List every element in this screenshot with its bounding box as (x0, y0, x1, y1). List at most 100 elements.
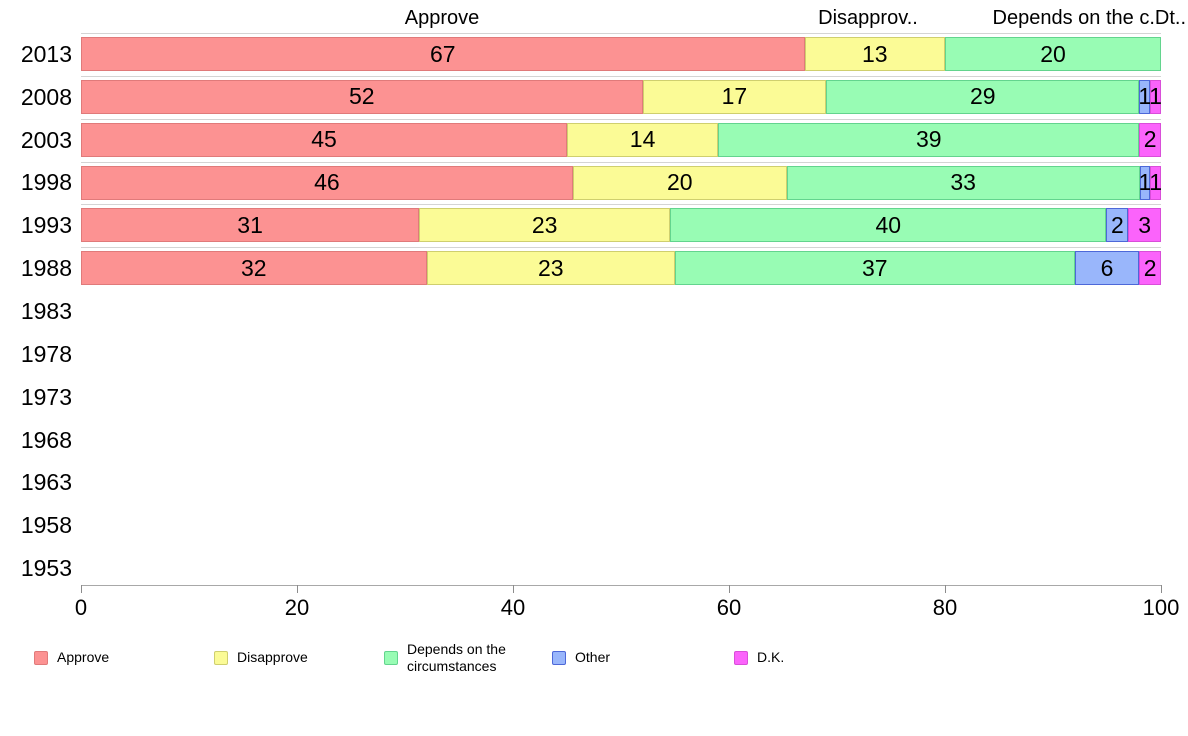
legend-label: Disapprove (237, 649, 308, 666)
x-axis-tick (297, 585, 298, 593)
row-separator (81, 161, 1161, 163)
bar-row: 67 13 20 (81, 37, 1161, 71)
row-separator (81, 204, 1161, 206)
segment-value-label: 33 (950, 169, 976, 196)
bar-segment-depends-on-the-circumstances[interactable]: 39 (718, 122, 1140, 157)
bar-segment-approve[interactable]: 67 (81, 37, 805, 71)
y-axis-label: 1958 (20, 512, 72, 539)
row-separator (81, 118, 1161, 120)
segment-value-label: 23 (537, 254, 564, 281)
bar-row: 31 23 40 2 3 (81, 208, 1161, 243)
x-axis-tick (945, 585, 946, 593)
legend-swatch-d-k (734, 651, 748, 665)
bar-row: 45 14 39 2 (81, 122, 1161, 157)
bar-segment-depends-on-the-circumstances[interactable]: 29 (826, 79, 1140, 114)
bar-segment-approve[interactable]: 46 (81, 165, 573, 200)
legend-item-other[interactable]: Other (552, 639, 610, 677)
x-axis-tick (81, 585, 82, 593)
legend-label: D.K. (757, 649, 785, 666)
segment-value-label: 46 (314, 169, 340, 196)
bar-segment-depends-on-the-circumstances[interactable]: 37 (674, 251, 1075, 286)
x-axis-line (81, 585, 1161, 586)
bar-segment-depends-on-the-circumstances[interactable]: 40 (670, 208, 1107, 243)
y-axis-label: 1998 (20, 169, 72, 196)
bar-segment-depends-on-the-circumstances[interactable]: 20 (944, 37, 1161, 71)
segment-value-label: 6 (1100, 254, 1114, 281)
x-axis-tick-label: 60 (716, 595, 742, 620)
bar-segment-disapprove[interactable]: 23 (419, 208, 671, 243)
segment-value-label: 13 (861, 40, 888, 67)
legend-label: Depends on the circumstances (407, 640, 506, 675)
bar-segment-disapprove[interactable]: 23 (426, 251, 675, 286)
segment-value-label: 1 (1138, 169, 1152, 196)
x-axis-tick (1161, 585, 1162, 593)
bar-segment-disapprove[interactable]: 20 (572, 165, 787, 200)
y-axis-label: 1953 (20, 555, 72, 582)
legend-item-disapprove[interactable]: Disapprove (214, 639, 308, 677)
y-axis-label: 1963 (20, 469, 72, 496)
bar-segment-other[interactable]: 1 (1138, 165, 1152, 200)
bar-segment-approve[interactable]: 45 (81, 122, 567, 157)
segment-value-label: 14 (629, 126, 656, 153)
bar-segment-disapprove[interactable]: 17 (642, 79, 827, 114)
column-header-approve: Approve (404, 7, 480, 29)
bar-segment-d-k[interactable]: 2 (1139, 251, 1161, 286)
legend-swatch-disapprove (214, 651, 228, 665)
legend-item-approve[interactable]: Approve (34, 639, 109, 677)
x-axis-tick-label: 0 (74, 595, 88, 620)
row-separator (81, 247, 1161, 249)
row-separator (81, 75, 1161, 77)
y-axis-label: 1983 (20, 298, 72, 325)
bar-row: 52 17 29 1 1 (81, 79, 1162, 114)
segment-value-label: 3 (1138, 211, 1151, 238)
segment-value-label: 37 (861, 254, 888, 281)
column-header-depends-on-the-c-dt: Depends on the c.Dt.. (992, 7, 1186, 29)
bar-segment-d-k[interactable]: 1 (1149, 165, 1162, 200)
x-axis-tick (513, 585, 514, 593)
bar-segment-other[interactable]: 2 (1106, 208, 1129, 243)
bar-segment-approve[interactable]: 31 (81, 208, 420, 243)
segment-value-label: 17 (721, 83, 748, 110)
x-axis-tick-label: 20 (284, 595, 310, 620)
segment-value-label: 67 (430, 40, 456, 67)
legend-label: Other (575, 649, 611, 666)
segment-value-label: 45 (311, 126, 337, 153)
segment-value-label: 1 (1149, 83, 1162, 110)
segment-value-label: 52 (349, 83, 375, 110)
bar-segment-approve[interactable]: 52 (81, 79, 643, 114)
legend-item-depends-on-the-circumstances[interactable]: Depends on the circumstances (384, 639, 535, 677)
x-axis-tick-label: 100 (1142, 595, 1180, 620)
bar-segment-disapprove[interactable]: 14 (567, 122, 719, 157)
segment-value-label: 2 (1143, 126, 1157, 153)
y-axis-label: 1973 (20, 383, 72, 410)
segment-value-label: 1 (1138, 83, 1152, 110)
bar-segment-d-k[interactable]: 2 (1139, 122, 1161, 157)
legend-item-d-k[interactable]: D.K. (734, 639, 784, 677)
bar-segment-disapprove[interactable]: 13 (804, 37, 945, 71)
y-axis-label: 1988 (20, 255, 72, 282)
segment-value-label: 39 (915, 126, 942, 153)
bar-segment-other[interactable]: 1 (1138, 79, 1152, 114)
legend-swatch-approve (34, 651, 48, 665)
segment-value-label: 31 (237, 211, 263, 238)
y-axis-label: 2008 (20, 83, 72, 110)
legend-swatch-depends-on-the-circumstances (384, 651, 398, 665)
bar-segment-other[interactable]: 6 (1074, 251, 1140, 286)
bar-row: 32 23 37 6 2 (81, 251, 1161, 286)
x-axis-tick-label: 40 (500, 595, 526, 620)
y-axis-label: 1978 (20, 340, 72, 367)
column-header-disapprov: Disapprov.. (818, 7, 918, 29)
row-separator (81, 33, 1161, 34)
bar-segment-d-k[interactable]: 3 (1128, 208, 1161, 243)
bar-segment-depends-on-the-circumstances[interactable]: 33 (786, 165, 1140, 200)
bar-segment-d-k[interactable]: 1 (1149, 79, 1162, 114)
segment-value-label: 29 (969, 83, 996, 110)
segment-value-label: 2 (1143, 254, 1157, 281)
bar-segment-approve[interactable]: 32 (81, 251, 427, 286)
x-axis-tick (729, 585, 730, 593)
bar-row: 46 20 33 1 1 (81, 165, 1162, 200)
y-axis-label: 1993 (20, 212, 72, 239)
segment-value-label: 40 (875, 211, 902, 238)
y-axis-label: 2003 (20, 126, 72, 153)
